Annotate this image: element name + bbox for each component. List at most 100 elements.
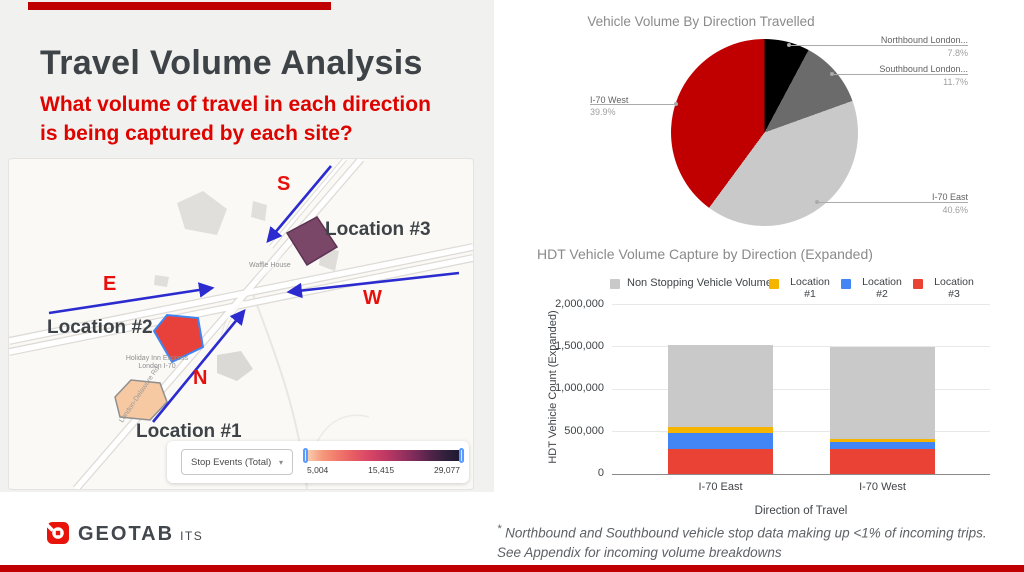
scale-mid-value: 15,415 [368, 465, 395, 475]
gridline [612, 431, 990, 432]
footnote-marker: * [497, 523, 502, 535]
gridline [612, 304, 990, 305]
bar-segment [668, 432, 773, 449]
top-accent-bar [28, 2, 331, 10]
footnote-line1: * Northbound and Southbound vehicle stop… [497, 520, 987, 543]
y-tick-500000: 500,000 [564, 425, 604, 437]
brand-name: GEOTAB [78, 523, 175, 545]
y-tick-2000000: 2,000,000 [555, 298, 604, 310]
pie-pct-northbound: 7.8% [947, 48, 968, 58]
footnote-line2: See Appendix for incoming volume breakdo… [497, 544, 782, 560]
pie-leader-dot [674, 102, 678, 106]
bar-segment [668, 448, 773, 474]
pie-pct-i70-west: 39.9% [590, 107, 616, 117]
building-shape [251, 201, 267, 221]
bar-segment [830, 438, 935, 442]
pie-label-northbound: Northbound London... [880, 35, 968, 45]
bar-segment [830, 448, 935, 474]
footnote-line1-text: Northbound and Southbound vehicle stop d… [501, 525, 987, 541]
pie-label-southbound: Southbound London... [879, 64, 968, 74]
scale-handle-min[interactable] [303, 448, 308, 463]
map-panel: S E W N Location #3 Location #2 Location… [8, 158, 474, 490]
bottom-accent-bar [0, 565, 1024, 572]
legend-label-line: #1 [804, 288, 816, 300]
legend-swatch-location1 [769, 279, 779, 289]
site-polygon-location2 [152, 313, 205, 364]
pie-leader-dot [830, 72, 834, 76]
x-tick-i70-east: I-70 East [698, 481, 743, 493]
legend-label-location2: Location #2 [858, 276, 906, 300]
legend-label-location1: Location #1 [786, 276, 834, 300]
building-shape [177, 191, 227, 235]
pie-pct-southbound: 11.7% [943, 77, 968, 87]
building-shape [154, 275, 169, 287]
legend-label-line: Location [862, 276, 902, 288]
direction-label-south: S [277, 173, 291, 195]
legend-swatch-location2 [841, 279, 851, 289]
page-title: Travel Volume Analysis [40, 44, 423, 82]
y-axis-title: HDT Vehicle Count (Expanded) [547, 310, 559, 464]
waffle-house-label: Waffle House [249, 262, 291, 269]
bar-segment [830, 441, 935, 449]
pie-leader-line [817, 202, 968, 203]
location2-label: Location #2 [47, 317, 153, 338]
pie-chart [671, 39, 858, 226]
footnote: * Northbound and Southbound vehicle stop… [497, 520, 987, 562]
chevron-down-icon: ▾ [278, 457, 283, 467]
legend-label-location3: Location #3 [930, 276, 978, 300]
pie-leader-dot [787, 43, 791, 47]
map-legend-card: Stop Events (Total) ▾ 5,004 15,415 29,07… [167, 441, 469, 483]
stacked-bar-i70-east [668, 304, 773, 474]
legend-label-line: Location [790, 276, 830, 288]
direction-label-west: W [363, 287, 382, 309]
y-tick-1000000: 1,000,000 [555, 382, 604, 394]
stacked-bar-i70-west [830, 304, 935, 474]
bar-segment [668, 426, 773, 433]
legend-swatch-location3 [913, 279, 923, 289]
pie-leader-line [590, 104, 676, 105]
holiday-inn-line1: Holiday Inn Express [125, 355, 189, 362]
color-scale-gradient [307, 450, 460, 461]
northbound-arrow [151, 308, 246, 423]
y-tick-1500000: 1,500,000 [555, 340, 604, 352]
x-axis-baseline [612, 474, 990, 475]
bar-segment [668, 344, 773, 427]
scale-min-value: 5,004 [307, 465, 329, 475]
holiday-inn-label: Holiday Inn Express London I-70 [125, 355, 189, 371]
i70-road [9, 244, 473, 344]
southbound-arrow [266, 165, 332, 243]
scale-handle-max[interactable] [459, 448, 464, 463]
brand-suffix: ITS [180, 529, 204, 543]
stop-events-dropdown-value: Stop Events (Total) [191, 456, 272, 468]
direction-label-north: N [193, 367, 208, 389]
stop-events-dropdown[interactable]: Stop Events (Total) ▾ [181, 449, 293, 475]
legend-label-line: Location [934, 276, 974, 288]
x-axis-title: Direction of Travel [754, 505, 848, 517]
legend-label-line: #3 [948, 288, 960, 300]
location1-label: Location #1 [136, 421, 242, 442]
gridline [612, 346, 990, 347]
pie-leader-line [832, 74, 968, 75]
pie-leader-line [789, 45, 968, 46]
direction-label-east: E [103, 273, 117, 295]
gridline [612, 389, 990, 390]
scale-max-value: 29,077 [434, 465, 460, 475]
page-subtitle: What volume of travel in each direction … [40, 90, 431, 148]
i70-road [9, 255, 473, 355]
color-scale-values: 5,004 15,415 29,077 [307, 465, 460, 475]
subtitle-line-1: What volume of travel in each direction [40, 93, 431, 116]
legend-label-line: #2 [876, 288, 888, 300]
pie-pct-i70-east: 40.6% [942, 205, 968, 215]
legend-swatch-nonstopping [610, 279, 620, 289]
ramp [254, 246, 287, 283]
bar-chart-title: HDT Vehicle Volume Capture by Direction … [537, 246, 873, 262]
brand-wordmark: GEOTAB ITS [78, 523, 203, 546]
pie-leader-dot [815, 200, 819, 204]
x-tick-i70-west: I-70 West [859, 481, 906, 493]
pie-label-i70-east: I-70 East [931, 192, 968, 202]
site-polygon-location1 [114, 379, 168, 421]
geotab-logo-icon [46, 522, 69, 544]
y-tick-0: 0 [597, 467, 604, 479]
location3-label: Location #3 [325, 219, 431, 240]
